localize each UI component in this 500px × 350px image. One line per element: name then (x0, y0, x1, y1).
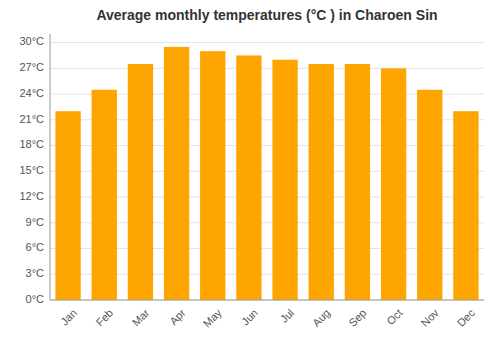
y-tick-label: 24°C (19, 87, 44, 99)
title: Average monthly temperatures (°C ) in Ch… (96, 7, 437, 23)
x-tick-label: Aug (310, 307, 332, 329)
bar (417, 90, 442, 300)
x-tick-label: Mar (130, 306, 152, 328)
y-tick-label: 30°C (19, 35, 44, 47)
y-tick-label: 27°C (19, 61, 44, 73)
grid-line (50, 42, 484, 43)
bar (55, 111, 80, 300)
grid-line (50, 68, 484, 69)
bar (272, 60, 297, 300)
y-tick-label: 3°C (26, 267, 45, 279)
x-tick-label: Apr (167, 306, 188, 327)
x-tick-label: Feb (93, 307, 115, 329)
chart: 0°C 3°C 6°C 9°C 12°C 15°C 18°C 21°C 24°C 27°C 30°C… (0, 0, 500, 350)
y-axis-line (50, 34, 51, 300)
x-tick-label: Nov (419, 306, 442, 329)
bar (164, 47, 189, 300)
bars (55, 47, 478, 300)
y-tick-label: 12°C (19, 190, 44, 202)
x-tick-label: Jun (239, 307, 260, 328)
bar (381, 68, 406, 300)
y-tick-label: 15°C (19, 164, 44, 176)
bar (128, 64, 153, 300)
bar (200, 51, 225, 300)
y-tick-label: 0°C (26, 293, 45, 305)
y-ticks: 0°C 3°C 6°C 9°C 12°C 15°C 18°C 21°C 24°C 27°C 30°C (19, 35, 44, 304)
x-tick-label: Sep (346, 307, 368, 329)
bar (309, 64, 334, 300)
y-tick-label: 21°C (19, 113, 44, 125)
grid-line (50, 300, 484, 301)
x-tick-label: Dec (455, 306, 478, 329)
x-tick-label: Jan (58, 307, 79, 328)
bar (453, 111, 478, 300)
y-tick-label: 9°C (26, 216, 45, 228)
bar (236, 55, 261, 300)
bar (92, 90, 117, 300)
y-tick-label: 18°C (19, 138, 44, 150)
x-ticks: Jan Feb Mar Apr May Jun Jul Aug Sep Oct Nov Dec (58, 306, 477, 330)
bar (345, 64, 370, 300)
x-tick-label: May (201, 306, 225, 330)
x-tick-label: Oct (384, 307, 405, 328)
page: {"chart_data": {"type": "bar", "title": … (0, 0, 500, 350)
x-axis-line (50, 300, 484, 301)
y-tick-label: 6°C (26, 241, 45, 253)
x-tick-label: Jul (278, 307, 296, 325)
y-grid (50, 43, 484, 300)
